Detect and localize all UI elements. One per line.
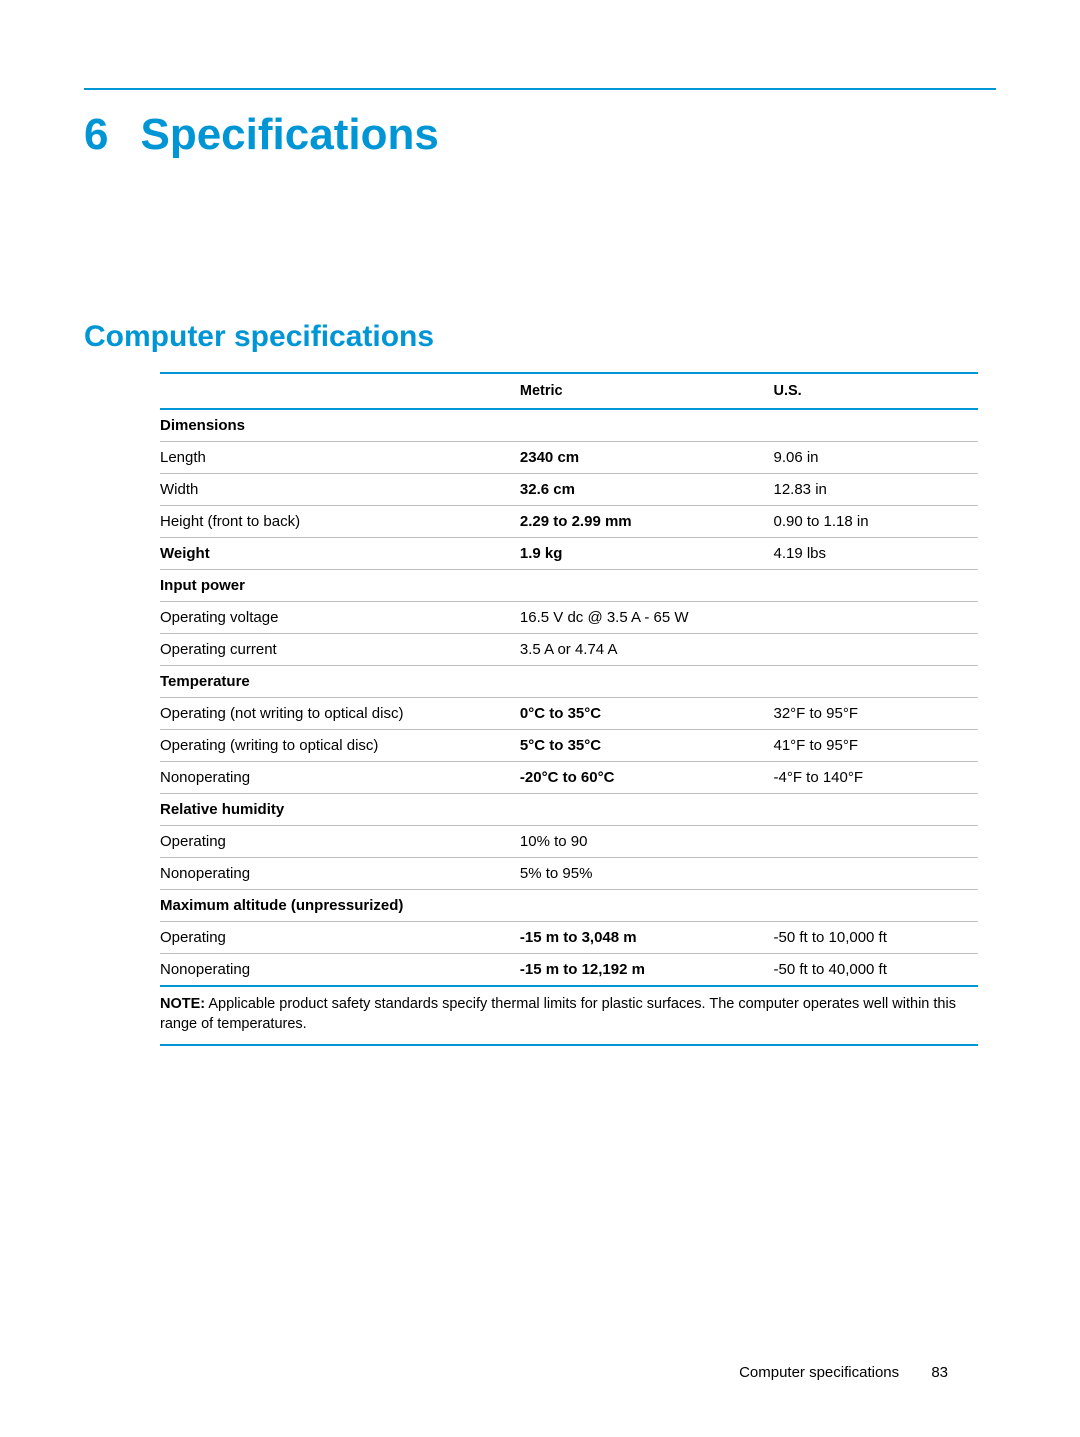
spec-us: [773, 602, 978, 634]
table-row: Temperature: [160, 666, 978, 698]
section-label: Dimensions: [160, 409, 978, 442]
table-body: DimensionsLength2340 cm9.06 inWidth32.6 …: [160, 409, 978, 985]
table-row: Operating (writing to optical disc)5°C t…: [160, 730, 978, 762]
spec-metric: 2340 cm: [520, 442, 774, 474]
spec-us: [773, 858, 978, 890]
header-label: [160, 373, 520, 409]
section-label: Relative humidity: [160, 794, 978, 826]
spec-us: 9.06 in: [773, 442, 978, 474]
table-row: Nonoperating5% to 95%: [160, 858, 978, 890]
spec-us: 4.19 lbs: [773, 538, 978, 570]
table-row: Weight1.9 kg4.19 lbs: [160, 538, 978, 570]
section-label: Maximum altitude (unpressurized): [160, 890, 978, 922]
spec-us: [773, 634, 978, 666]
spec-us: 32°F to 95°F: [773, 698, 978, 730]
top-rule: [84, 88, 996, 90]
table-row: Length2340 cm9.06 in: [160, 442, 978, 474]
section-label: Input power: [160, 570, 978, 602]
page-content: 6Specifications Computer specifications …: [0, 0, 1080, 1046]
spec-us: [773, 826, 978, 858]
table-row: Relative humidity: [160, 794, 978, 826]
section-heading: Computer specifications: [84, 320, 996, 354]
table-header-row: Metric U.S.: [160, 373, 978, 409]
table-row: Maximum altitude (unpressurized): [160, 890, 978, 922]
spec-metric: -15 m to 3,048 m: [520, 922, 774, 954]
header-metric: Metric: [520, 373, 774, 409]
spec-label: Weight: [160, 538, 520, 570]
spec-metric: 0°C to 35°C: [520, 698, 774, 730]
footer-section: Computer specifications: [739, 1364, 899, 1381]
spec-metric: 5°C to 35°C: [520, 730, 774, 762]
spec-label: Nonoperating: [160, 954, 520, 986]
spec-us: -50 ft to 10,000 ft: [773, 922, 978, 954]
spec-metric: 2.29 to 2.99 mm: [520, 506, 774, 538]
spec-label: Operating current: [160, 634, 520, 666]
spec-metric: -20°C to 60°C: [520, 762, 774, 794]
spec-us: 0.90 to 1.18 in: [773, 506, 978, 538]
spec-metric: 1.9 kg: [520, 538, 774, 570]
spec-label: Height (front to back): [160, 506, 520, 538]
table-row: Operating-15 m to 3,048 m-50 ft to 10,00…: [160, 922, 978, 954]
table-row: Nonoperating-20°C to 60°C-4°F to 140°F: [160, 762, 978, 794]
spec-metric: 3.5 A or 4.74 A: [520, 634, 774, 666]
note-row: NOTE: Applicable product safety standard…: [160, 985, 978, 1046]
spec-label: Operating: [160, 922, 520, 954]
specifications-table: Metric U.S. DimensionsLength2340 cm9.06 …: [160, 372, 978, 985]
spec-label: Operating voltage: [160, 602, 520, 634]
chapter-heading: 6 Specifications: [84, 110, 996, 160]
table-row: Operating current3.5 A or 4.74 A: [160, 634, 978, 666]
table-row: Operating10% to 90: [160, 826, 978, 858]
note-text: Applicable product safety standards spec…: [160, 996, 956, 1032]
chapter-number: 6: [84, 110, 108, 159]
spec-metric: -15 m to 12,192 m: [520, 954, 774, 986]
spec-label: Operating (not writing to optical disc): [160, 698, 520, 730]
table-row: Input power: [160, 570, 978, 602]
spec-label: Nonoperating: [160, 858, 520, 890]
table-row: Nonoperating-15 m to 12,192 m-50 ft to 4…: [160, 954, 978, 986]
spec-metric: 5% to 95%: [520, 858, 774, 890]
spec-us: -50 ft to 40,000 ft: [773, 954, 978, 986]
spec-label: Operating: [160, 826, 520, 858]
spec-label: Operating (writing to optical disc): [160, 730, 520, 762]
spec-label: Length: [160, 442, 520, 474]
page-footer: Computer specifications 83: [739, 1364, 948, 1381]
table-row: Operating voltage16.5 V dc @ 3.5 A - 65 …: [160, 602, 978, 634]
spec-metric: 16.5 V dc @ 3.5 A - 65 W: [520, 602, 774, 634]
chapter-title: Specifications: [140, 110, 438, 159]
header-us: U.S.: [773, 373, 978, 409]
spec-metric: 32.6 cm: [520, 474, 774, 506]
table-row: Operating (not writing to optical disc)0…: [160, 698, 978, 730]
table-row: Dimensions: [160, 409, 978, 442]
table-row: Height (front to back)2.29 to 2.99 mm0.9…: [160, 506, 978, 538]
section-label: Temperature: [160, 666, 978, 698]
spec-us: -4°F to 140°F: [773, 762, 978, 794]
table-row: Width32.6 cm12.83 in: [160, 474, 978, 506]
note-label: NOTE:: [160, 996, 205, 1012]
spec-label: Width: [160, 474, 520, 506]
spec-us: 41°F to 95°F: [773, 730, 978, 762]
spec-metric: 10% to 90: [520, 826, 774, 858]
spec-us: 12.83 in: [773, 474, 978, 506]
footer-page-number: 83: [931, 1364, 948, 1381]
spec-label: Nonoperating: [160, 762, 520, 794]
